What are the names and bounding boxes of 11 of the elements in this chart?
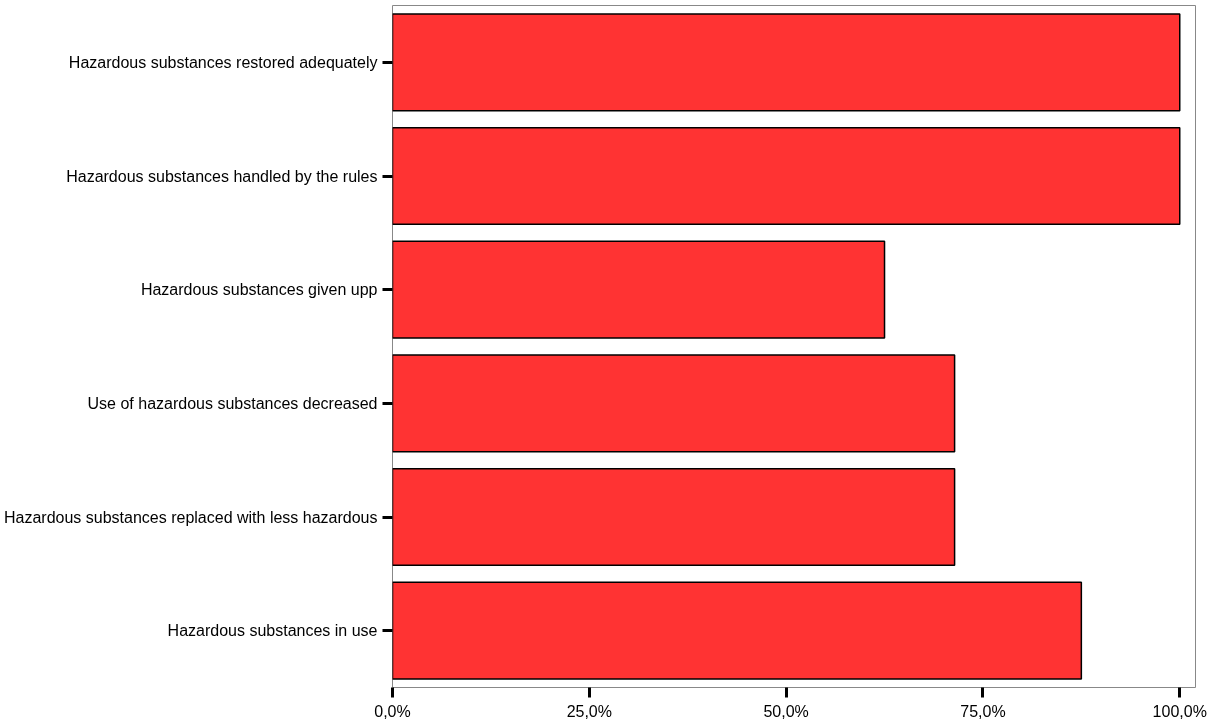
- y-tick-label: Use of hazardous substances decreased: [87, 394, 378, 412]
- x-tick-label: 50,0%: [763, 702, 809, 720]
- x-tick-label: 25,0%: [566, 702, 613, 720]
- y-tick-label: Hazardous substances replaced with less hazardous: [3, 508, 378, 526]
- x-tick-label: 75,0%: [960, 702, 1006, 720]
- y-tick-label: Hazardous substances restored adequately: [68, 53, 378, 71]
- x-tick-label: 0,0%: [374, 702, 411, 720]
- y-tick-label: Hazardous substances given upp: [140, 281, 378, 299]
- y-tick-label: Hazardous substances handled by the rules: [66, 167, 378, 185]
- y-tick-label: Hazardous substances in use: [167, 622, 378, 640]
- x-tick-label: 100,0%: [1152, 702, 1207, 720]
